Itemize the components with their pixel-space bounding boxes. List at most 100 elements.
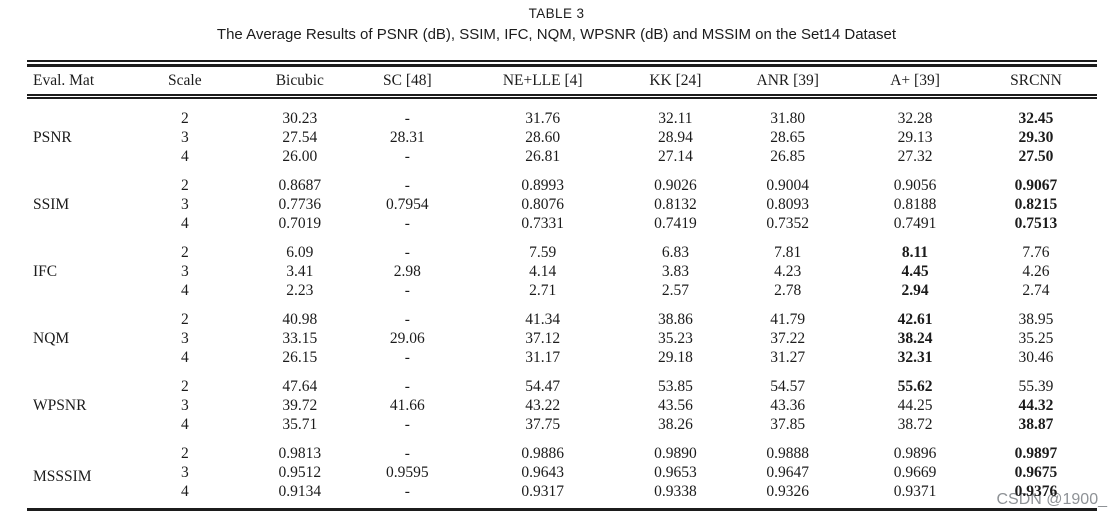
- table-row-msssim-scale-3: 3 0.9512 0.9595 0.9643 0.9653 0.9647 0.9669 0.9…: [27, 463, 1097, 482]
- value-cell: 27.54: [282, 129, 318, 146]
- value-cell: 41.66: [389, 397, 425, 414]
- scale-cell: 4: [180, 215, 189, 232]
- value-cell: 0.7513: [1014, 215, 1058, 232]
- table-row-psnr-scale-2: PSNR 2 30.23 - 31.76 32.11 31.80 32.28 32.45: [27, 97, 1097, 146]
- scale-cell: 4: [180, 148, 189, 165]
- value-cell: 29.13: [897, 129, 933, 146]
- value-cell: -: [404, 311, 410, 328]
- metric-label: PSNR: [33, 129, 72, 146]
- column-header-srcnn: SRCNN: [974, 67, 1097, 99]
- value-cell: 43.36: [770, 397, 806, 414]
- value-cell: 0.8993: [521, 177, 565, 194]
- value-cell: -: [404, 445, 410, 462]
- value-cell: 53.85: [657, 378, 693, 395]
- scale-cell: 2: [180, 244, 189, 261]
- column-header-eval-mat: Eval. Mat: [27, 67, 130, 99]
- value-cell: -: [404, 416, 410, 433]
- value-cell: 55.39: [1018, 378, 1054, 395]
- table-row-nqm-scale-2: NQM 2 40.98 - 41.34 38.86 41.79 42.61 38.95: [27, 300, 1097, 347]
- table-row-msssim-scale-2: MSSSIM 2 0.9813 - 0.9886 0.9890 0.9888 0.9896 0.…: [27, 434, 1097, 485]
- value-cell: 0.9067: [1014, 177, 1058, 194]
- value-cell: 37.22: [770, 330, 806, 347]
- value-cell: 0.9371: [893, 483, 937, 500]
- value-cell: 0.9675: [1014, 464, 1058, 481]
- scale-cell: 2: [180, 110, 189, 127]
- value-cell: 44.25: [897, 397, 933, 414]
- value-cell: 38.86: [657, 311, 693, 328]
- value-cell: 3.83: [661, 263, 689, 280]
- value-cell: 43.56: [657, 397, 693, 414]
- value-cell: 29.18: [657, 349, 693, 366]
- value-cell: 29.30: [1018, 129, 1054, 146]
- value-cell: 2.23: [286, 282, 314, 299]
- table-caption-text: The Average Results of PSNR (dB), SSIM, …: [216, 26, 897, 43]
- value-cell: 4.26: [1022, 263, 1050, 280]
- value-cell: 0.9888: [766, 445, 810, 462]
- value-cell: 4.14: [529, 263, 557, 280]
- value-cell: 0.7331: [521, 215, 565, 232]
- value-cell: 0.7736: [278, 196, 322, 213]
- metric-label: SSIM: [33, 196, 70, 213]
- value-cell: 32.31: [897, 349, 933, 366]
- value-cell: 35.71: [282, 416, 318, 433]
- value-cell: 3.41: [286, 263, 314, 280]
- value-cell: 35.25: [1018, 330, 1054, 347]
- value-cell: 2.78: [774, 282, 802, 299]
- value-cell: 38.95: [1018, 311, 1054, 328]
- table-top-rule: [27, 60, 1097, 67]
- value-cell: 37.85: [770, 416, 806, 433]
- value-cell: -: [404, 483, 410, 500]
- value-cell: 33.15: [282, 330, 318, 347]
- metric-label: NQM: [33, 330, 70, 347]
- column-header-kk-24: KK [24]: [630, 67, 721, 99]
- value-cell: 29.06: [389, 330, 425, 347]
- value-cell: 0.9897: [1014, 445, 1058, 462]
- table-row-nqm-scale-3: 3 33.15 29.06 37.12 35.23 37.22 38.24 35.25: [27, 329, 1097, 348]
- value-cell: 2.74: [1022, 282, 1050, 299]
- value-cell: 27.14: [657, 148, 693, 165]
- scale-cell: 3: [180, 464, 189, 481]
- value-cell: 37.12: [525, 330, 561, 347]
- value-cell: 2.98: [393, 263, 421, 280]
- value-cell: 0.9512: [278, 464, 322, 481]
- value-cell: 35.23: [657, 330, 693, 347]
- csdn-watermark: CSDN @1900_: [996, 491, 1107, 508]
- value-cell: 54.47: [525, 378, 561, 395]
- column-header-anr-39: ANR [39]: [720, 67, 856, 99]
- value-cell: 37.75: [525, 416, 561, 433]
- value-cell: 0.9643: [521, 464, 565, 481]
- table-row-wpsnr-scale-4: 4 35.71 - 37.75 38.26 37.85 38.72 38.87: [27, 415, 1097, 434]
- table-row-ssim-scale-2: SSIM 2 0.8687 - 0.8993 0.9026 0.9004 0.9056 0.90…: [27, 166, 1097, 213]
- table-number-title: TABLE 3: [528, 6, 585, 21]
- value-cell: 40.98: [282, 311, 318, 328]
- value-cell: 32.28: [897, 110, 933, 127]
- column-header-bicubic: Bicubic: [239, 67, 360, 99]
- value-cell: -: [404, 177, 410, 194]
- value-cell: 32.11: [658, 110, 693, 127]
- value-cell: 0.9647: [766, 464, 810, 481]
- table-bottom-rule: [27, 508, 1097, 511]
- scale-cell: 4: [180, 416, 189, 433]
- value-cell: 8.11: [901, 244, 929, 261]
- value-cell: 0.9376: [1014, 483, 1058, 500]
- value-cell: 0.7019: [278, 215, 322, 232]
- value-cell: 38.24: [897, 330, 933, 347]
- table-row-ssim-scale-3: 3 0.7736 0.7954 0.8076 0.8132 0.8093 0.8188 0.8…: [27, 195, 1097, 214]
- value-cell: 6.83: [661, 244, 689, 261]
- value-cell: 0.8215: [1014, 196, 1058, 213]
- value-cell: 54.57: [770, 378, 806, 395]
- scale-cell: 4: [180, 483, 189, 500]
- value-cell: 41.34: [525, 311, 561, 328]
- value-cell: 4.45: [901, 263, 929, 280]
- value-cell: 55.62: [897, 378, 933, 395]
- column-header-sc-48: SC [48]: [359, 67, 455, 99]
- value-cell: 0.9813: [278, 445, 322, 462]
- value-cell: 27.50: [1018, 148, 1054, 165]
- table-row-ssim-scale-4: 4 0.7019 - 0.7331 0.7419 0.7352 0.7491 0.7513: [27, 214, 1097, 233]
- value-cell: 0.8188: [893, 196, 937, 213]
- value-cell: 47.64: [282, 378, 318, 395]
- column-header-a-39: A+ [39]: [855, 67, 975, 99]
- value-cell: -: [404, 244, 410, 261]
- value-cell: 0.9004: [766, 177, 810, 194]
- value-cell: -: [404, 378, 410, 395]
